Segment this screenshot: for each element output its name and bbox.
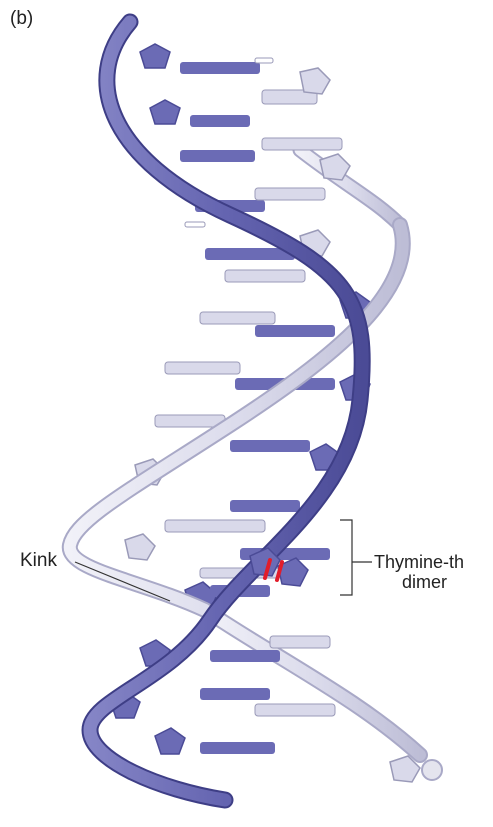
dark-strand [81,13,371,809]
light-strand-back [197,142,428,763]
kink-label: Kink [20,550,57,571]
thymine-dimer-label-line2: dimer [402,572,448,592]
base-pair [149,67,331,127]
thymine-dimer-label-line1: Thymine-th [374,552,465,572]
base-pair [139,43,274,74]
panel-label: (b) [10,8,34,29]
thymine-dimer [249,547,309,587]
base-pair [180,137,351,181]
callout-leaders [74,519,372,602]
base-pair [205,229,331,283]
base-pair [154,727,421,783]
base-pair [109,688,336,719]
base-pairs [109,43,421,783]
light-strand-front [61,217,443,781]
base-pair [124,500,300,561]
